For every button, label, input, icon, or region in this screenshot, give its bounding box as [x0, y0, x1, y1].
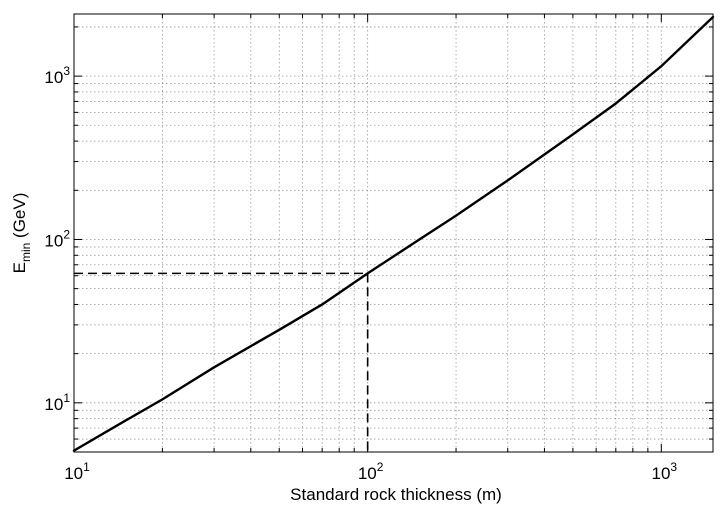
- x-tick-label-base: 10: [651, 464, 670, 483]
- series-layer: [72, 15, 715, 452]
- series-line: [72, 15, 715, 452]
- x-tick-label: 103: [651, 460, 677, 483]
- y-tick-label-exponent: 3: [63, 64, 70, 78]
- y-tick-label: 101: [44, 391, 70, 414]
- y-tick-label-base: 10: [44, 68, 63, 87]
- x-tick-label-exponent: 1: [83, 460, 90, 474]
- x-axis-title: Standard rock thickness (m): [290, 485, 502, 504]
- x-tick-label-exponent: 3: [670, 460, 677, 474]
- x-tick-label-base: 10: [358, 464, 377, 483]
- y-axis-title: Emin (GeV): [10, 193, 33, 274]
- x-tick-label-base: 10: [64, 464, 83, 483]
- y-tick-label: 103: [44, 64, 70, 87]
- y-axis-title-unit: (GeV): [10, 193, 29, 243]
- x-tick-label: 101: [64, 460, 90, 483]
- plot-frame: [73, 13, 714, 453]
- y-tick-label-base: 10: [44, 395, 63, 414]
- y-tick-label-base: 10: [44, 231, 63, 250]
- x-tick-label-exponent: 2: [377, 460, 384, 474]
- x-tick-label: 102: [358, 460, 384, 483]
- y-tick-label: 102: [44, 227, 70, 250]
- grid-layer: [74, 14, 713, 452]
- guide-layer: [74, 272, 369, 452]
- y-tick-label-exponent: 1: [63, 391, 70, 405]
- tick-layer: [73, 14, 713, 453]
- y-tick-label-exponent: 2: [63, 227, 70, 241]
- y-axis-title-main: E: [10, 262, 29, 273]
- y-axis-title-sub: min: [19, 243, 33, 262]
